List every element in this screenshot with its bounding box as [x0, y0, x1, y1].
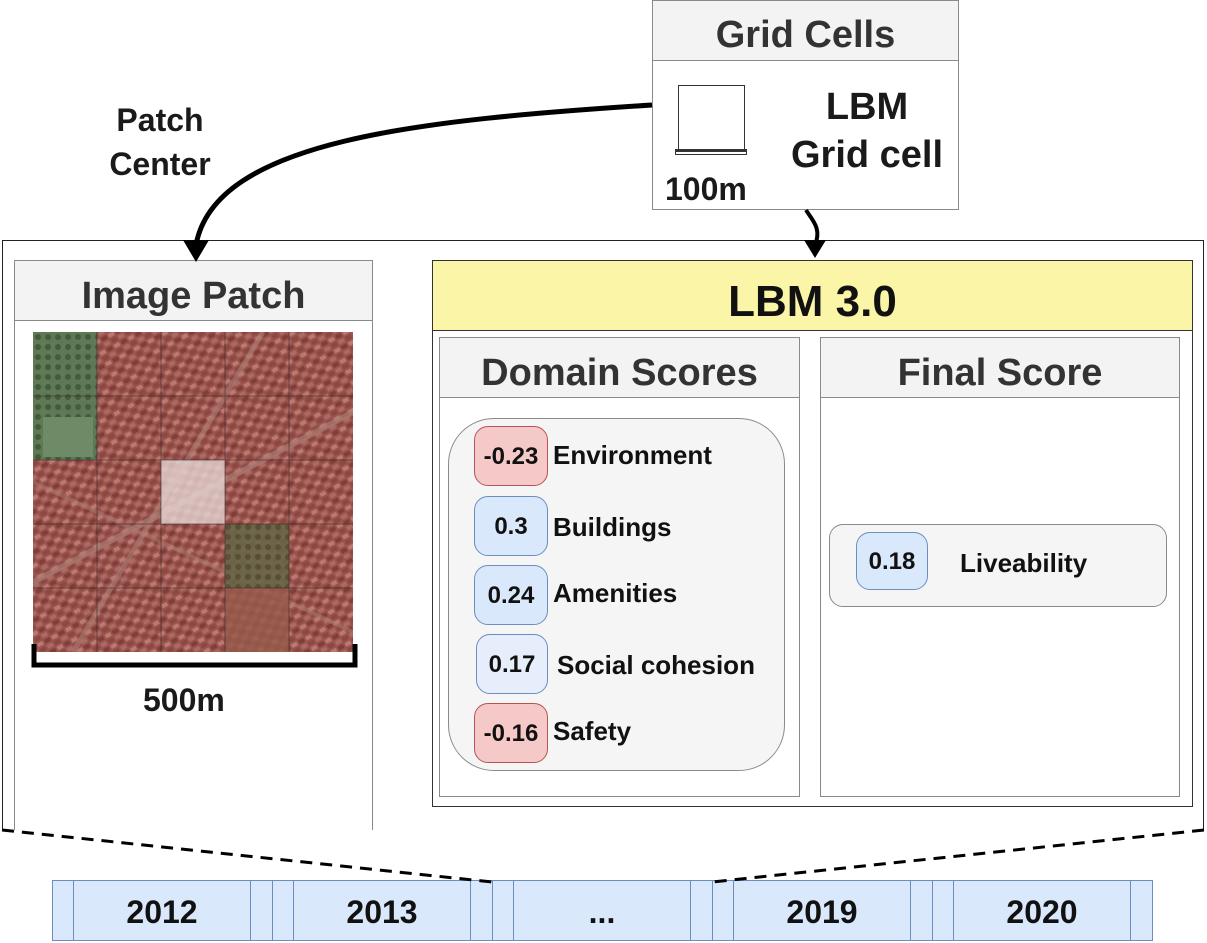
- domain-scores-title: Domain Scores: [440, 338, 799, 398]
- social-cohesion-score: 0.17: [476, 634, 548, 694]
- outer-container: [2, 240, 1204, 830]
- safety-label: Safety: [553, 716, 632, 746]
- timeline-item-2019: 2019: [786, 894, 858, 930]
- final-score-title: Final Score: [821, 338, 1179, 398]
- environment-label: Environment: [553, 440, 712, 470]
- amenities-label: Amenities: [553, 578, 678, 608]
- environment-score: -0.23: [474, 426, 548, 486]
- patch-scale-bar: [31, 644, 358, 668]
- liveability-score: 0.18: [856, 532, 928, 590]
- grid-cells-panel: Grid Cells 100m LBM Grid cell: [652, 0, 959, 210]
- timeline-item-2020: 2020: [1006, 894, 1078, 930]
- timeline-item-2013: 2013: [346, 894, 418, 930]
- aerial-image-svg: [33, 332, 353, 652]
- patch-scale-label: 500m: [143, 682, 225, 718]
- liveability-label: Liveability: [960, 548, 1088, 578]
- patch-center-label: Patch Center: [109, 102, 211, 182]
- lbm-grid-cell-label: LBM Grid cell: [790, 86, 944, 176]
- timeline-item-2012: 2012: [126, 894, 198, 930]
- arrow-head-left-icon: [183, 240, 209, 262]
- cell-scale-bar: [675, 149, 747, 155]
- safety-score: -0.16: [474, 703, 548, 763]
- aerial-image-patch: [33, 332, 353, 652]
- cell-scale-label: 100m: [665, 171, 747, 207]
- buildings-label: Buildings: [553, 512, 672, 542]
- grid-cells-title: Grid Cells: [653, 1, 958, 61]
- grid-cell-square-icon: [678, 85, 745, 153]
- amenities-score: 0.24: [474, 565, 548, 625]
- patch-center-arrow: [193, 102, 653, 246]
- timeline-dash-right: [711, 828, 1205, 884]
- image-patch-title: Image Patch: [15, 261, 372, 321]
- lbm-title: LBM 3.0: [433, 261, 1192, 331]
- social-cohesion-label: Social cohesion: [557, 650, 755, 680]
- buildings-score: 0.3: [474, 496, 548, 556]
- timeline-item-ellipsis: ...: [588, 894, 616, 930]
- arrow-head-right-icon: [804, 240, 826, 258]
- timeline-dash-left: [1, 828, 493, 884]
- grid-to-lbm-arrow: [804, 208, 820, 246]
